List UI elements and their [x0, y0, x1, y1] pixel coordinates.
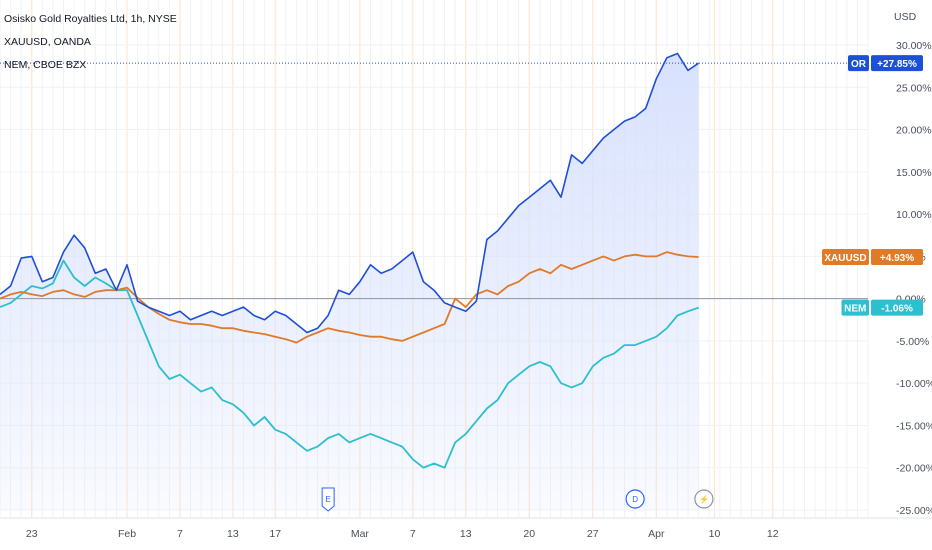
- badge-value: +4.93%: [880, 253, 914, 264]
- price-badges: OR +27.85% XAUUSD +4.93% NEM -1.06%: [822, 55, 923, 316]
- legend-primary[interactable]: Osisko Gold Royalties Ltd, 1h, NYSE: [4, 13, 177, 25]
- badge-symbol: OR: [851, 59, 867, 70]
- x-tick-label: 20: [523, 528, 535, 540]
- x-tick-label: 7: [177, 528, 183, 540]
- series-layer: [0, 52, 700, 469]
- reference-lines: [0, 62, 868, 300]
- x-axis-ticks: 23 Feb 7 13 17 Mar 7 13 20 27 Apr 10 12: [26, 528, 779, 540]
- badge-value: -1.06%: [881, 304, 913, 315]
- x-tick-label: 12: [767, 528, 779, 540]
- badge-symbol: XAUUSD: [824, 253, 866, 264]
- event-marker-label: D: [632, 495, 638, 504]
- lightning-icon[interactable]: ⚡: [694, 489, 714, 509]
- y-tick-label: -15.00%: [896, 420, 932, 432]
- badge-nem: NEM -1.06%: [841, 299, 923, 316]
- y-tick-label: 30.00%: [896, 40, 932, 52]
- x-tick-label: 17: [269, 528, 281, 540]
- x-tick-label: 10: [709, 528, 721, 540]
- or-area-fill: [0, 53, 699, 510]
- badge-xauusd: XAUUSD +4.93%: [822, 248, 923, 265]
- legend[interactable]: Osisko Gold Royalties Ltd, 1h, NYSE XAUU…: [4, 13, 177, 71]
- y-axis-ticks: 30.00%25.00%20.00%15.00%10.00%5.00%0.00%…: [896, 40, 932, 517]
- x-tick-label: 7: [410, 528, 416, 540]
- x-tick-label: Feb: [118, 528, 136, 540]
- y-tick-label: -5.00%: [896, 336, 929, 348]
- dividend-icon[interactable]: D: [625, 489, 645, 509]
- y-tick-label: 15.00%: [896, 167, 932, 179]
- event-markers[interactable]: E D ⚡: [321, 487, 714, 512]
- x-tick-label: 13: [227, 528, 239, 540]
- y-tick-label: -20.00%: [896, 463, 932, 475]
- event-marker-label: E: [325, 495, 330, 504]
- axis-currency-label: USD: [894, 11, 917, 23]
- y-tick-label: 20.00%: [896, 125, 932, 137]
- x-tick-label: Apr: [648, 528, 665, 540]
- legend-compare-nem[interactable]: NEM, CBOE BZX: [4, 59, 86, 71]
- legend-compare-xauusd[interactable]: XAUUSD, OANDA: [4, 36, 91, 48]
- y-tick-label: -10.00%: [896, 378, 932, 390]
- x-tick-label: 23: [26, 528, 38, 540]
- x-tick-label: 13: [460, 528, 472, 540]
- y-tick-label: 25.00%: [896, 82, 932, 94]
- x-tick-label: Mar: [351, 528, 370, 540]
- earnings-icon[interactable]: E: [321, 487, 335, 512]
- badge-value: +27.85%: [877, 59, 917, 70]
- series-line-or[interactable]: [0, 52, 700, 334]
- x-tick-label: 27: [587, 528, 599, 540]
- y-tick-label: -25.00%: [896, 505, 932, 517]
- event-marker-label: ⚡: [699, 494, 709, 504]
- area-fill-layer: [0, 53, 699, 510]
- badge-or: OR +27.85%: [848, 55, 923, 72]
- y-tick-label: 10.00%: [896, 209, 932, 221]
- badge-symbol: NEM: [844, 304, 866, 315]
